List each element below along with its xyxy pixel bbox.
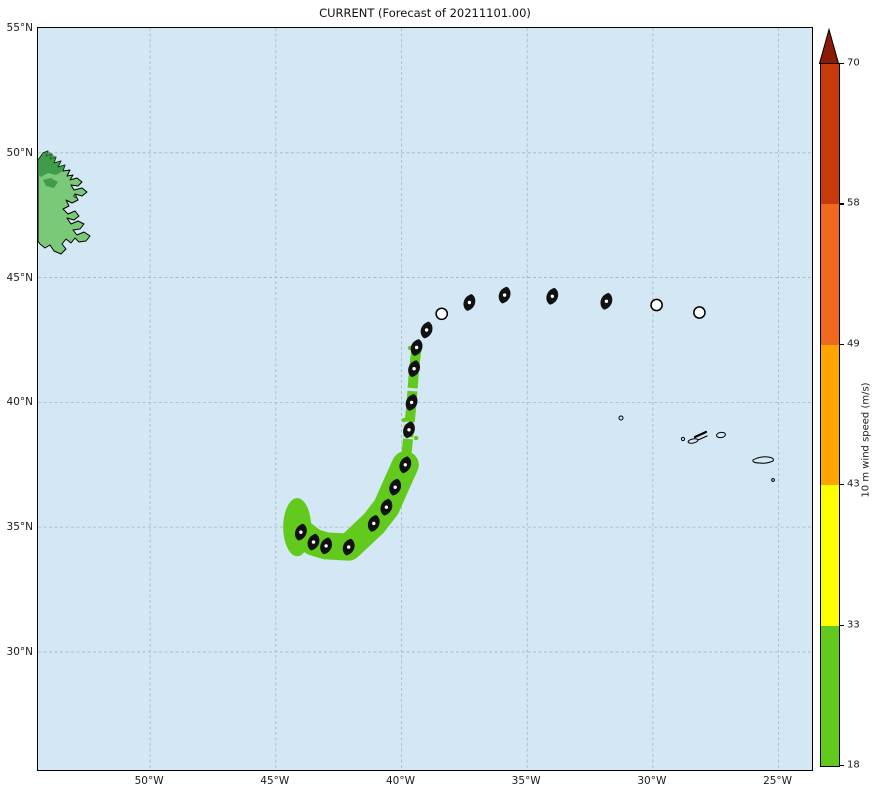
colorbar-over-arrow: [819, 28, 839, 64]
plot-title: CURRENT (Forecast of 20211101.00): [319, 6, 531, 20]
hurricane-symbol-eye: [502, 293, 507, 297]
colorbar-tick-mark: [840, 63, 844, 65]
track-point-open-circle: [693, 306, 706, 319]
newfoundland-islet: [73, 194, 77, 198]
colorbar-tick-mark: [840, 203, 844, 205]
hurricane-symbol-eye: [412, 367, 416, 371]
azores-island: [680, 436, 686, 442]
colorbar-tick-label: 58: [847, 197, 860, 209]
hurricane-symbol-eye: [324, 544, 328, 548]
lat-tick-label: 50°N: [6, 146, 33, 159]
hurricane-symbol-eye: [414, 345, 419, 350]
azores-island: [693, 430, 708, 439]
hurricane-symbol-eye: [347, 545, 351, 549]
track-point-hurricane-icon: [410, 339, 423, 356]
wind-swath-speckle: [413, 435, 419, 441]
track-point-hurricane-icon: [408, 360, 421, 378]
colorbar-axis-label: 10 m wind speed (m/s): [860, 382, 872, 498]
lon-tick-label: 25°W: [763, 775, 793, 787]
colorbar-segment-18-33: [821, 625, 839, 766]
wind-speed-colorbar: [820, 63, 840, 767]
colorbar-segment-43-49: [821, 344, 839, 486]
wind-swath-speckle: [406, 480, 411, 486]
hurricane-symbol-eye: [403, 463, 407, 467]
colorbar-segment-33-43: [821, 485, 839, 626]
hurricane-symbol-eye: [409, 400, 414, 405]
colorbar-tick-label: 18: [847, 759, 860, 771]
hurricane-symbol-eye: [407, 428, 411, 432]
hurricane-symbol-eye: [384, 505, 389, 509]
lat-tick-label: 35°N: [6, 521, 33, 534]
colorbar-segment-49-58: [821, 204, 839, 345]
lon-tick-label: 35°W: [511, 775, 541, 787]
track-point-hurricane-icon: [367, 515, 380, 532]
colorbar-tick-label: 43: [847, 478, 860, 490]
azores-island: [697, 435, 708, 441]
hurricane-symbol-eye: [550, 294, 554, 298]
wind-swath-speckle: [401, 417, 407, 423]
track-point-hurricane-icon: [405, 394, 418, 411]
hurricane-symbol-eye: [299, 530, 303, 534]
newfoundland-terrain-shade: [43, 178, 58, 188]
colorbar-tick-label: 33: [847, 619, 860, 631]
track-point-hurricane-icon: [307, 533, 320, 551]
colorbar-tick-label: 70: [847, 57, 860, 69]
open-circle-symbol: [650, 298, 663, 312]
azores-island: [771, 478, 775, 482]
track-point-hurricane-icon: [546, 287, 559, 305]
lat-tick-label: 40°N: [6, 396, 33, 409]
open-circle-symbol: [435, 307, 449, 321]
newfoundland-coastline: [38, 150, 91, 255]
map-plot: [37, 27, 813, 771]
track-point-hurricane-icon: [498, 286, 511, 304]
hurricane-symbol-eye: [424, 328, 429, 332]
map-canvas: [38, 28, 812, 770]
colorbar-tick-label: 49: [847, 338, 860, 350]
track-point-hurricane-icon: [403, 421, 415, 439]
track-point-hurricane-icon: [399, 456, 412, 474]
track-point-open-circle: [650, 298, 663, 312]
colorbar-segment-58-70: [821, 64, 839, 205]
azores-island: [687, 438, 699, 444]
azores-islands: [618, 415, 775, 482]
hurricane-symbol-eye: [311, 540, 316, 544]
hurricane-symbol-eye: [372, 521, 376, 526]
lon-tick-label: 40°W: [385, 775, 415, 787]
track-point-hurricane-icon: [294, 523, 307, 541]
azores-island: [716, 431, 726, 439]
azores-island: [618, 415, 624, 421]
land-newfoundland: [38, 150, 91, 255]
wind-swath-speckle: [392, 471, 397, 477]
hurricane-symbol-eye: [467, 300, 472, 305]
newfoundland-terrain-shade: [38, 151, 65, 177]
hurricane-symbol-eye: [393, 485, 397, 489]
colorbar-tick-mark: [840, 343, 844, 345]
lat-tick-label: 30°N: [6, 645, 33, 658]
colorbar-tick-mark: [840, 765, 844, 767]
track-point-hurricane-icon: [420, 321, 433, 339]
storm-track: [294, 286, 706, 556]
azores-island: [752, 456, 774, 464]
lat-tick-label: 55°N: [6, 22, 33, 34]
track-point-open-circle: [435, 307, 449, 321]
track-point-hurricane-icon: [342, 538, 355, 556]
track-point-hurricane-icon: [320, 537, 333, 555]
colorbar-tick-mark: [840, 484, 844, 486]
track-point-hurricane-icon: [389, 478, 402, 496]
track-point-hurricane-icon: [600, 292, 613, 310]
open-circle-symbol: [693, 306, 706, 319]
hurricane-symbol-eye: [604, 299, 609, 303]
track-point-hurricane-icon: [463, 294, 476, 311]
lon-tick-label: 45°W: [260, 775, 290, 787]
lat-tick-label: 45°N: [6, 271, 33, 284]
track-point-hurricane-icon: [380, 498, 393, 516]
lon-tick-label: 30°W: [637, 775, 667, 787]
colorbar-tick-mark: [840, 624, 844, 626]
lon-tick-label: 50°W: [134, 775, 164, 787]
